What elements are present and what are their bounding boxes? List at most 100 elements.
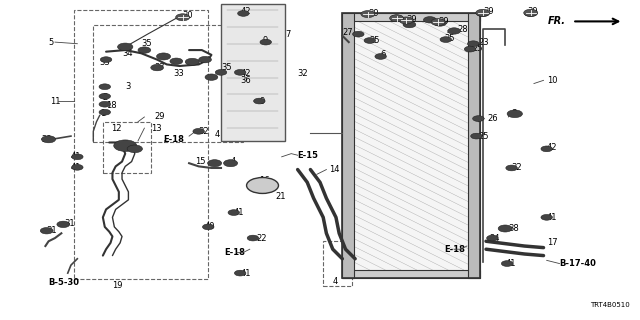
Text: 25: 25 [369,36,380,45]
Text: 18: 18 [106,101,116,110]
Text: 8: 8 [511,109,517,118]
Text: 21: 21 [275,192,286,201]
Circle shape [476,9,490,16]
Circle shape [234,270,246,276]
Text: 3: 3 [125,82,131,91]
Circle shape [198,56,211,63]
Text: 30: 30 [182,12,193,20]
Text: 38: 38 [508,224,519,233]
Circle shape [403,21,416,28]
Circle shape [223,160,237,167]
Text: 4: 4 [333,276,338,285]
Text: 20: 20 [41,135,51,144]
Circle shape [151,64,164,71]
Text: 4: 4 [214,130,220,139]
Text: 9: 9 [262,36,268,45]
Text: 32: 32 [298,69,308,78]
Text: 23: 23 [478,38,489,47]
Text: E-15: E-15 [298,151,319,160]
Text: 26: 26 [487,114,498,123]
Bar [323,241,352,286]
Bar [103,122,151,173]
Circle shape [99,93,111,99]
Text: 39: 39 [438,17,449,26]
Text: E-18: E-18 [224,248,245,257]
Circle shape [424,17,436,23]
Circle shape [506,165,517,171]
Bar [342,270,479,278]
Circle shape [99,109,111,115]
Text: 39: 39 [483,7,493,16]
Text: 24: 24 [489,234,500,243]
Circle shape [375,53,387,59]
Text: 25: 25 [472,44,483,53]
Text: 16: 16 [259,176,270,185]
Circle shape [72,154,83,160]
Bar [93,25,243,142]
Bar [342,13,479,21]
Circle shape [170,58,182,64]
Text: 40: 40 [205,222,216,231]
Circle shape [202,224,214,230]
Text: 41: 41 [71,164,81,172]
Circle shape [205,74,218,80]
Circle shape [501,261,513,267]
Text: 25: 25 [445,35,455,44]
Circle shape [486,235,498,241]
Text: 25: 25 [478,132,489,140]
Text: 29: 29 [154,113,164,122]
Text: 1: 1 [100,109,105,118]
Text: 41: 41 [505,259,516,268]
Circle shape [99,84,111,90]
Circle shape [42,136,56,143]
Text: FR.: FR. [548,16,566,27]
Circle shape [470,133,482,139]
Circle shape [72,164,83,170]
Circle shape [498,225,512,232]
Text: 12: 12 [111,124,122,132]
Text: 32: 32 [511,164,522,172]
Circle shape [57,221,70,228]
Bar [354,21,468,270]
Text: 32: 32 [198,127,209,136]
Text: 10: 10 [547,76,557,85]
Text: 41: 41 [547,213,557,222]
Circle shape [253,98,265,104]
Text: 39: 39 [527,7,538,16]
Circle shape [114,140,137,151]
Circle shape [175,14,189,21]
Circle shape [237,11,249,16]
Text: B-17-40: B-17-40 [559,259,596,268]
Text: E-18: E-18 [164,135,184,144]
Circle shape [361,11,375,18]
Text: 22: 22 [256,234,267,243]
Circle shape [434,20,447,26]
Text: 14: 14 [330,165,340,174]
Text: 42: 42 [547,143,557,152]
Circle shape [364,38,376,44]
Circle shape [234,69,246,75]
Circle shape [193,128,204,134]
Circle shape [185,58,199,65]
Circle shape [399,17,413,24]
Circle shape [440,37,452,43]
Text: 2: 2 [103,93,108,102]
Text: 31: 31 [65,219,75,228]
Text: 36: 36 [240,76,251,85]
Circle shape [138,47,151,53]
Text: 37: 37 [154,63,164,72]
Text: 33: 33 [173,69,184,78]
Circle shape [127,145,143,153]
Circle shape [99,101,111,107]
Text: 28: 28 [458,25,468,34]
Text: 35: 35 [221,63,232,72]
Text: 42: 42 [240,7,251,16]
Circle shape [448,28,461,34]
Circle shape [260,39,271,45]
Circle shape [476,10,489,17]
Circle shape [247,235,259,241]
Text: 9: 9 [259,97,264,106]
Circle shape [215,69,227,75]
Text: 31: 31 [47,226,58,235]
Circle shape [467,41,479,47]
